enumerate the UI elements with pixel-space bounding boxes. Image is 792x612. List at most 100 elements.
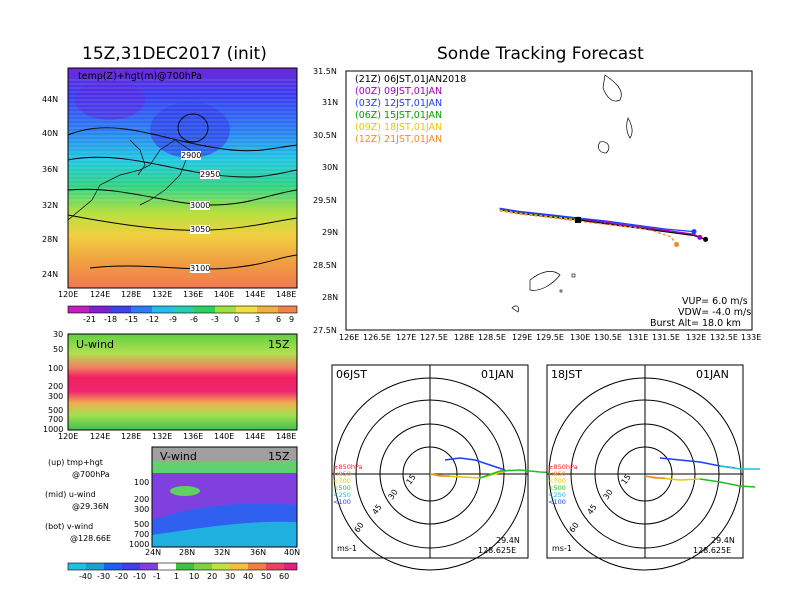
hodo-unit: ms-1 [552, 544, 572, 553]
level-label: <500 [333, 484, 351, 492]
hodo-unit: ms-1 [337, 544, 357, 553]
lat-tick: 31.5N [313, 67, 337, 76]
temp-colorbar [67, 305, 298, 314]
vwind-label: V-wind [160, 450, 197, 463]
track-end-point [674, 242, 680, 248]
pressure-tick: 30 [53, 330, 64, 339]
lon-tick: 144E [245, 290, 266, 299]
contour-label: 2950 [200, 170, 221, 179]
lon-tick: 136E [183, 432, 204, 441]
level-label: ≥850hPa [548, 463, 578, 471]
legend-line: @700hPa [72, 470, 110, 479]
level-label: <100 [333, 498, 351, 506]
pressure-tick: 1000 [129, 540, 150, 549]
colorbar-tick: 6 [276, 315, 282, 324]
lat-tick: 32N [214, 548, 231, 557]
level-label: <700 [548, 477, 566, 485]
level-label: ≥850hPa [333, 463, 363, 471]
lon-tick: 144E [245, 432, 266, 441]
lon-tick: 130.5E [594, 333, 622, 342]
lon-tick: 120E [58, 432, 79, 441]
lon-tick: 140E [214, 432, 235, 441]
info-line: Burst Alt= 18.0 km [650, 318, 741, 329]
level-label: <700 [333, 477, 351, 485]
hodo-lat: 29.4N [496, 536, 520, 545]
track-end-point [697, 234, 703, 240]
level-label: <250 [333, 491, 351, 499]
pressure-tick: 200 [48, 382, 64, 391]
legend-line: (up) tmp+hgt [48, 458, 103, 467]
hodograph-2 [546, 364, 760, 571]
hodo-date: 01JAN [696, 368, 729, 381]
vwind-time: 15Z [268, 450, 290, 463]
level-label: <500 [548, 484, 566, 492]
pressure-tick: 100 [48, 364, 64, 373]
colorbar-tick: 3 [255, 315, 261, 324]
lat-tick: 28N [322, 293, 339, 302]
lat-tick: 29N [322, 228, 339, 237]
pressure-tick: 700 [48, 415, 64, 424]
lat-tick: 24N [145, 548, 162, 557]
lat-tick: 36N [42, 165, 59, 174]
lon-tick: 130E [570, 333, 591, 342]
colorbar-tick: 10 [189, 572, 200, 581]
lat-tick: 30N [322, 163, 339, 172]
colorbar-tick: 50 [261, 572, 272, 581]
uwind-panel [67, 333, 298, 431]
colorbar-tick: 20 [207, 572, 218, 581]
lon-tick: 129.5E [536, 333, 564, 342]
left-title: 15Z,31DEC2017 (init) [82, 44, 267, 64]
legend-line: (mid) u-wind [45, 490, 96, 499]
colorbar-tick: -21 [83, 315, 97, 324]
track-lines [499, 207, 709, 248]
lon-tick: 132.5E [710, 333, 738, 342]
lat-tick: 44N [42, 95, 59, 104]
pressure-tick: 300 [134, 505, 150, 514]
lon-tick: 140E [214, 290, 235, 299]
lat-tick: 24N [42, 270, 59, 279]
contour-label: 3050 [190, 225, 211, 234]
colorbar-tick: -9 [169, 315, 177, 324]
track-legend-item: (00Z) 09JST,01JAN [355, 86, 443, 97]
temp-map [67, 67, 298, 289]
lat-tick: 29.5N [313, 196, 337, 205]
legend-line: @29.36N [72, 502, 109, 511]
lat-tick: 30.5N [313, 131, 337, 140]
legend-line: @128.66E [70, 534, 112, 543]
track-legend-item: (09Z) 18JST,01JAN [355, 122, 443, 133]
map-variable-label: temp(Z)+hgt(m)@700hPa [78, 71, 202, 82]
lon-tick: 124E [90, 290, 111, 299]
vwind-panel [151, 446, 298, 548]
lat-tick: 28N [42, 235, 59, 244]
uwind-time: 15Z [268, 338, 290, 351]
lon-tick: 127.5E [420, 333, 448, 342]
lon-tick: 127E [396, 333, 417, 342]
track-legend-item: (12Z) 21JST,01JAN [355, 134, 443, 145]
lon-tick: 128.5E [478, 333, 506, 342]
pressure-tick: 500 [134, 520, 150, 529]
level-label: <250 [548, 491, 566, 499]
lat-tick: 31N [322, 98, 339, 107]
contour-label: 2900 [181, 151, 202, 160]
lon-tick: 148E [276, 290, 297, 299]
info-line: VDW= -4.0 m/s [678, 307, 752, 318]
info-line: VUP= 6.0 m/s [682, 296, 748, 307]
lon-tick: 124E [90, 432, 111, 441]
hodo-lat: 29.4N [711, 536, 735, 545]
position-marker [575, 216, 581, 223]
colorbar-tick: 1 [174, 572, 180, 581]
lat-tick: 27.5N [313, 326, 337, 335]
hodo-time: 06JST [336, 368, 367, 381]
colorbar-tick: 40 [243, 572, 254, 581]
track-series-line [499, 210, 678, 245]
lon-tick: 126.5E [363, 333, 391, 342]
lon-tick: 120E [58, 290, 79, 299]
lon-tick: 128E [121, 432, 142, 441]
colorbar-tick: -40 [79, 572, 93, 581]
lat-tick: 28.5N [313, 261, 337, 270]
lat-tick: 40N [42, 129, 59, 138]
pressure-tick: 50 [53, 345, 64, 354]
colorbar-tick: 0 [234, 315, 240, 324]
right-title: Sonde Tracking Forecast [437, 44, 644, 64]
